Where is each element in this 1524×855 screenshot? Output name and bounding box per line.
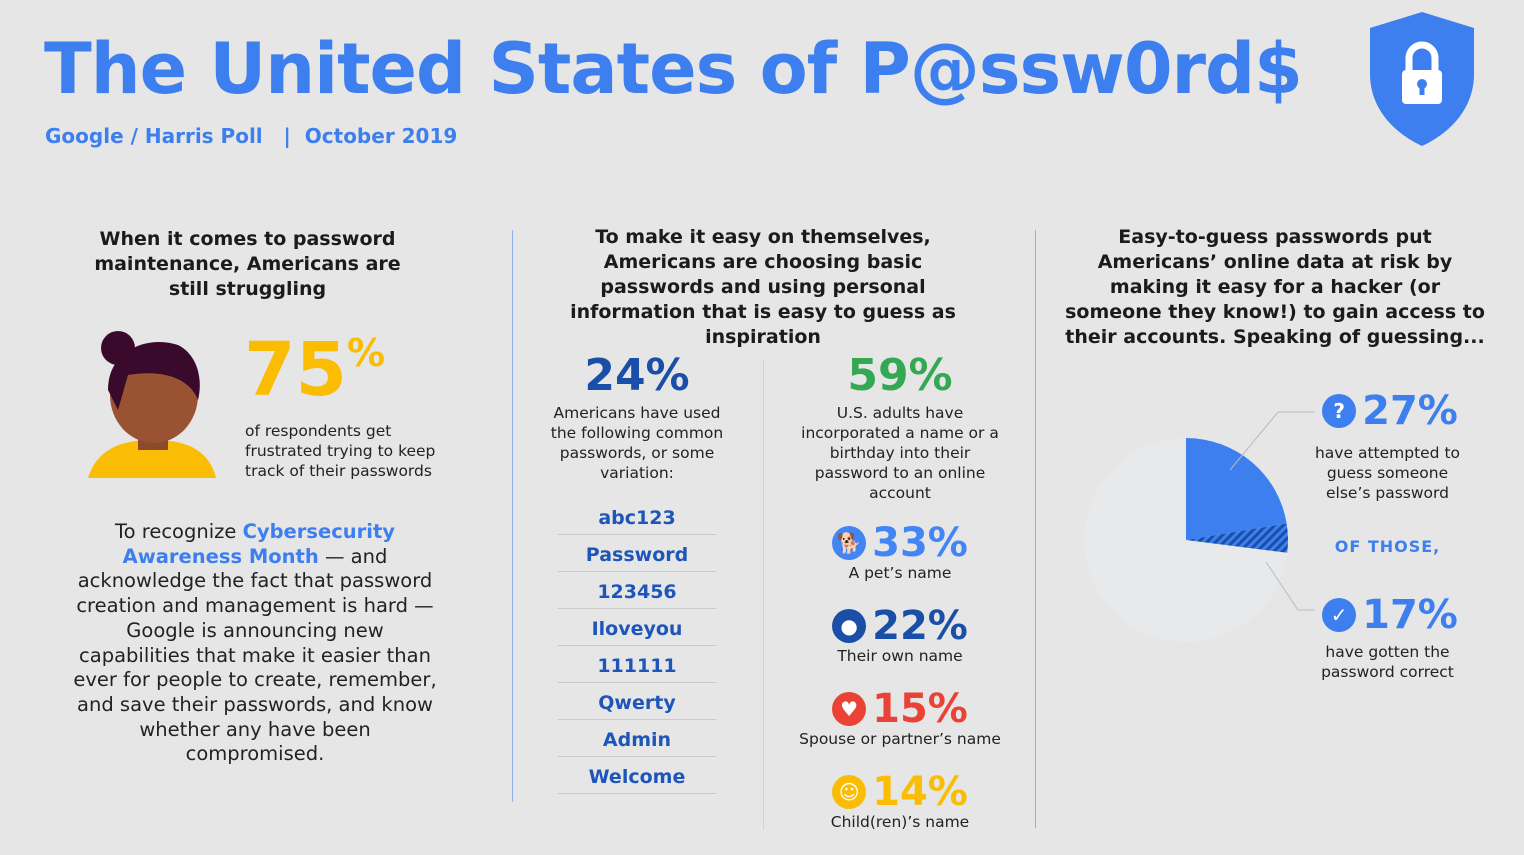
stat-59-text: U.S. adults have incorporated a name or … [801,404,999,502]
cybersecurity-link[interactable]: Cybersecurity Awareness Month [122,520,395,568]
name-stat-label: Child(ren)’s name [830,813,970,831]
name-stat-label: A pet’s name [848,564,952,582]
of-those-label: OF THOSE, [1334,537,1441,556]
stat-24-text: Americans have used the following common… [550,404,724,482]
announcement-paragraph: To recognize Cybersecurity Awareness Mon… [73,520,437,766]
col2-heading: To make it easy on themselves, Americans… [570,226,956,348]
child-icon: ☺ [832,775,867,809]
stat-17-text: have gotten the password correct [1321,643,1454,681]
divider [512,230,513,802]
stat-27: ? 27% [1300,388,1480,434]
divider [1035,230,1036,828]
common-password: Iloveyou [558,609,716,646]
name-stat: 🐕 33% [790,520,1010,566]
name-stat: ☺ 14% [790,769,1010,815]
dog-icon: 🐕 [832,526,867,560]
subtitle: Google / Harris Poll | October 2019 [45,124,458,148]
leader-line [1265,561,1315,611]
pie-slice-attempted [1186,438,1287,540]
common-password: Qwerty [558,683,716,720]
divider [763,360,764,830]
common-password: abc123 [558,498,716,535]
stat-59: 59% [847,350,953,401]
common-password: Admin [558,720,716,757]
heart-icon: ♥ [832,692,867,726]
common-password: Welcome [558,757,716,794]
leader-line [1229,411,1315,471]
stat-24: 24% [584,350,690,401]
name-stat-label: Spouse or partner’s name [799,730,1001,748]
common-password: Password [558,535,716,572]
stat-17: ✓ 17% [1300,592,1480,638]
common-password: 111111 [558,646,716,683]
page-title: The United States of P@ssw0rd$ [44,28,1303,110]
name-stat: ♥ 15% [790,686,1010,732]
pie-slice-other [1084,438,1288,642]
checkmark-icon: ✓ [1322,598,1357,632]
common-password: 123456 [558,572,716,609]
col1-heading: When it comes to password maintenance, A… [94,228,401,300]
woman-avatar-icon [88,330,218,484]
person-icon: ● [832,609,867,643]
stat-75-text: of respondents get frustrated trying to … [245,422,436,480]
col3-heading: Easy-to-guess passwords put Americans’ o… [1065,226,1485,348]
guessing-pie-chart [1084,411,1315,642]
stat-75: 75% [244,327,386,413]
stat-27-text: have attempted to guess someone else’s p… [1314,444,1461,502]
question-icon: ? [1322,394,1357,428]
pie-slice-correct [1186,523,1288,553]
name-stat: ● 22% [790,603,1010,649]
shield-lock-icon [1368,10,1476,152]
name-stat-label: Their own name [837,647,963,665]
